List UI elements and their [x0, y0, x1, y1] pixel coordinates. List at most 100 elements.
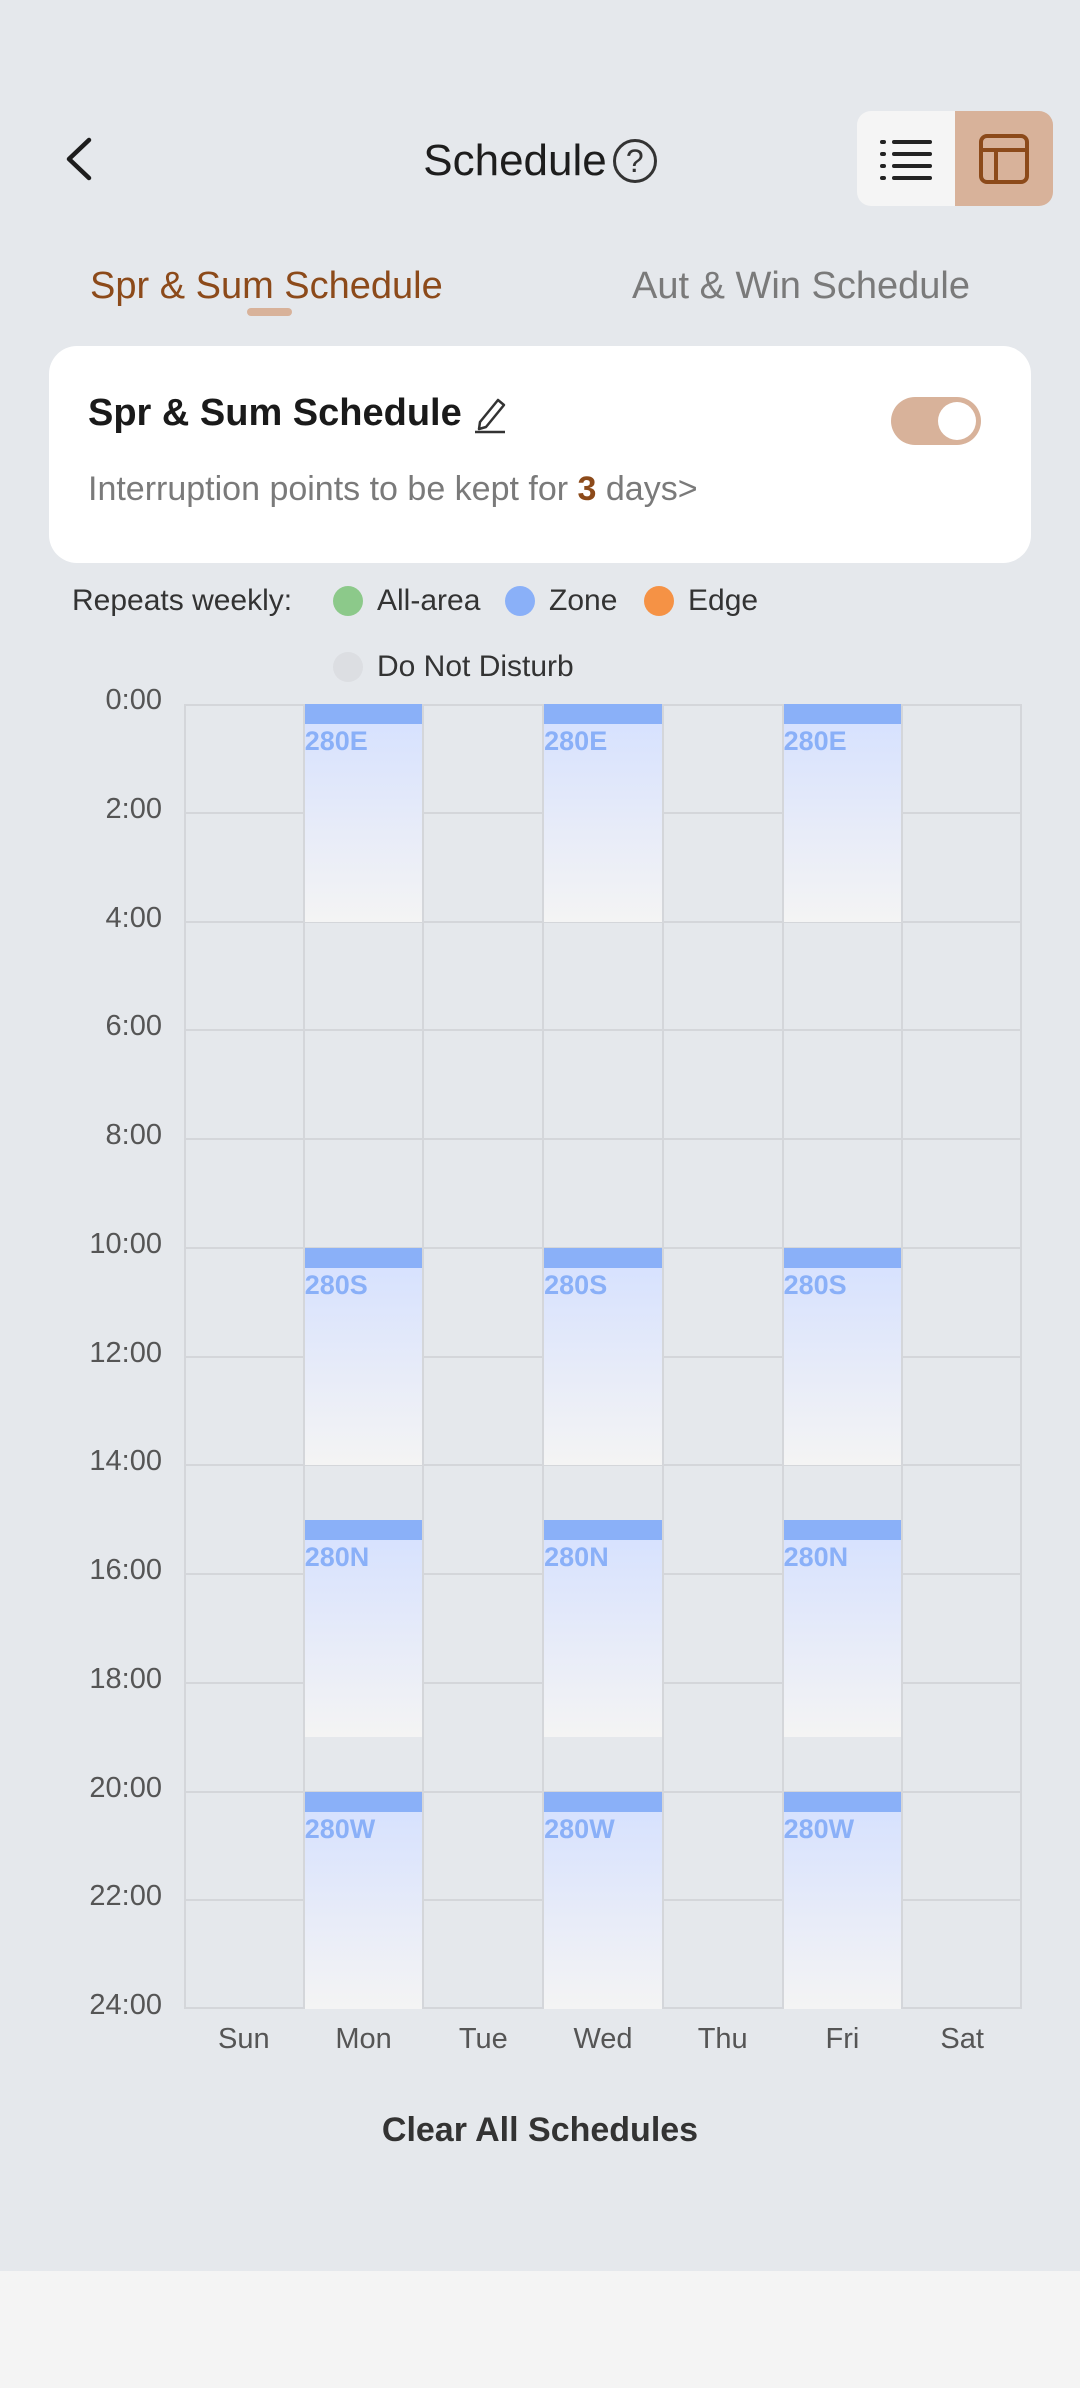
day-label-thu: Thu — [697, 2023, 748, 2055]
legend-label: Repeats weekly: — [72, 584, 293, 617]
page-title: Schedule — [423, 136, 607, 185]
tab-spring-summer[interactable]: Spr & Sum Schedule — [90, 264, 443, 307]
schedule-block[interactable]: 280W — [543, 1791, 663, 2009]
tab-active-indicator — [247, 308, 292, 316]
interruption-suffix: days> — [596, 470, 698, 508]
legend-edge: Edge — [644, 584, 758, 618]
block-header-bar — [783, 1519, 902, 1540]
grid-line-h — [184, 1029, 1022, 1032]
block-label: 280W — [783, 1813, 855, 1844]
legend-dnd-label: Do Not Disturb — [377, 650, 574, 683]
block-label: 280W — [304, 1813, 376, 1844]
grid-line-h — [184, 1138, 1022, 1140]
bottom-bar — [0, 2271, 1080, 2388]
header: Schedule ? — [0, 126, 1080, 196]
block-label: 280N — [783, 1541, 849, 1572]
block-label: 280S — [304, 1269, 368, 1300]
y-axis-label: 10:00 — [89, 1227, 162, 1260]
schedule-block[interactable]: 280N — [543, 1519, 663, 1738]
y-axis-label: 20:00 — [89, 1771, 162, 1804]
interruption-days: 3 — [577, 470, 597, 508]
schedule-block[interactable]: 280E — [303, 704, 424, 922]
y-axis-label: 4:00 — [105, 901, 162, 934]
legend-edge-label: Edge — [688, 584, 759, 617]
block-header-bar — [304, 1519, 423, 1540]
clear-all-schedules-button[interactable]: Clear All Schedules — [381, 2110, 699, 2149]
day-label-sun: Sun — [218, 2023, 270, 2055]
block-header-bar — [544, 1247, 662, 1268]
schedule-block[interactable]: 280N — [782, 1519, 903, 1738]
block-header-bar — [304, 1247, 423, 1268]
list-icon — [880, 139, 932, 180]
all-area-dot — [333, 586, 363, 616]
y-axis-label: 8:00 — [105, 1119, 162, 1151]
block-label: 280N — [544, 1541, 609, 1572]
y-axis-label: 6:00 — [105, 1010, 162, 1043]
schedule-block[interactable]: 280N — [303, 1519, 424, 1738]
legend-zone-label: Zone — [549, 584, 618, 617]
y-axis-label: 18:00 — [89, 1662, 162, 1695]
y-axis-label: 22:00 — [89, 1880, 162, 1913]
zone-dot — [505, 586, 535, 616]
block-label: 280W — [544, 1813, 615, 1844]
block-label: 280E — [783, 726, 847, 756]
grid-line-v — [901, 704, 904, 2009]
do-not-disturb-dot — [333, 652, 363, 682]
toggle-knob — [938, 402, 976, 440]
block-label: 280E — [304, 726, 368, 756]
y-axis-label: 12:00 — [89, 1336, 162, 1369]
back-button[interactable] — [48, 122, 108, 196]
card-title-row: Spr & Sum Schedule — [88, 392, 508, 435]
list-view-button[interactable] — [857, 111, 955, 206]
block-header-bar — [544, 704, 662, 724]
block-header-bar — [783, 1791, 902, 1812]
block-label: 280S — [544, 1269, 608, 1300]
legend-all-area-label: All-area — [377, 584, 481, 617]
view-toggle — [857, 111, 1053, 206]
day-label-sat: Sat — [940, 2023, 984, 2055]
grid-line-h — [184, 920, 1022, 923]
schedule-block[interactable]: 280S — [303, 1247, 424, 1466]
grid-view-button[interactable] — [955, 111, 1053, 206]
block-header-bar — [783, 704, 902, 724]
y-axis-label: 24:00 — [89, 1989, 162, 2021]
schedule-enable-toggle[interactable] — [891, 397, 981, 445]
day-label-fri: Fri — [825, 2023, 860, 2055]
calendar-grid-icon — [979, 133, 1029, 184]
day-label-wed: Wed — [573, 2023, 633, 2055]
legend-zone: Zone — [505, 584, 617, 618]
day-label-mon: Mon — [335, 2023, 392, 2055]
schedule-block[interactable]: 280S — [543, 1247, 663, 1466]
block-label: 280E — [544, 726, 608, 756]
legend-do-not-disturb: Do Not Disturb — [333, 650, 574, 684]
block-label: 280N — [304, 1541, 370, 1572]
legend-all-area: All-area — [333, 584, 480, 618]
interruption-text: Interruption points to be kept for — [88, 470, 578, 508]
schedule-block[interactable]: 280W — [303, 1791, 424, 2009]
schedule-block[interactable]: 280S — [782, 1247, 903, 1466]
block-header-bar — [304, 704, 423, 724]
grid-line-v — [422, 704, 425, 2009]
help-icon[interactable]: ? — [612, 139, 657, 183]
y-axis-label: 2:00 — [105, 792, 162, 825]
interruption-link[interactable]: Interruption points to be kept for 3 day… — [88, 470, 698, 509]
y-axis-label: 14:00 — [89, 1445, 162, 1478]
card-title: Spr & Sum Schedule — [88, 392, 462, 434]
schedule-block[interactable]: 280E — [782, 704, 903, 922]
block-header-bar — [783, 1247, 902, 1268]
grid-line-h — [184, 1464, 1022, 1467]
block-header-bar — [304, 1791, 423, 1812]
edit-icon[interactable] — [472, 394, 508, 434]
grid-line-v — [661, 704, 664, 2009]
block-label: 280S — [783, 1269, 847, 1300]
block-header-bar — [544, 1519, 662, 1540]
block-header-bar — [544, 1791, 662, 1812]
schedule-block[interactable]: 280E — [543, 704, 663, 922]
y-axis-label: 16:00 — [89, 1554, 162, 1586]
y-axis-label: 0:00 — [105, 684, 162, 716]
day-label-tue: Tue — [458, 2023, 508, 2055]
schedule-card — [49, 346, 1031, 563]
schedule-block[interactable]: 280W — [782, 1791, 903, 2009]
tab-autumn-winter[interactable]: Aut & Win Schedule — [632, 264, 970, 307]
edge-dot — [644, 586, 674, 616]
